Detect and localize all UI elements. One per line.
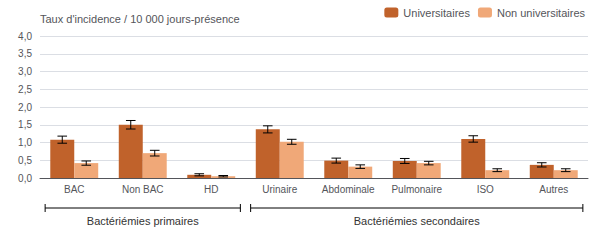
svg-text:3,0: 3,0 <box>18 66 32 77</box>
svg-text:0,0: 0,0 <box>18 173 32 184</box>
svg-text:2,5: 2,5 <box>18 84 32 95</box>
svg-text:Urinaire: Urinaire <box>262 184 297 195</box>
svg-text:0,5: 0,5 <box>18 155 32 166</box>
svg-text:Bactériémies primaires: Bactériémies primaires <box>87 215 199 227</box>
svg-text:Non universitaires: Non universitaires <box>497 7 586 19</box>
svg-text:BAC: BAC <box>64 184 85 195</box>
svg-text:4,0: 4,0 <box>18 31 32 42</box>
svg-text:Non BAC: Non BAC <box>122 184 164 195</box>
svg-text:Bactériémies secondaires: Bactériémies secondaires <box>354 215 480 227</box>
svg-text:Autres: Autres <box>539 184 568 195</box>
svg-text:1,0: 1,0 <box>18 137 32 148</box>
svg-text:Universitaires: Universitaires <box>403 7 470 19</box>
svg-text:2,0: 2,0 <box>18 102 32 113</box>
svg-text:Taux d'incidence / 10 000 jour: Taux d'incidence / 10 000 jours-présence <box>40 13 240 25</box>
svg-text:ISO: ISO <box>477 184 494 195</box>
svg-text:3,5: 3,5 <box>18 48 32 59</box>
svg-text:Pulmonaire: Pulmonaire <box>391 184 442 195</box>
svg-text:HD: HD <box>204 184 218 195</box>
svg-text:1,5: 1,5 <box>18 119 32 130</box>
svg-text:Abdominale: Abdominale <box>322 184 375 195</box>
